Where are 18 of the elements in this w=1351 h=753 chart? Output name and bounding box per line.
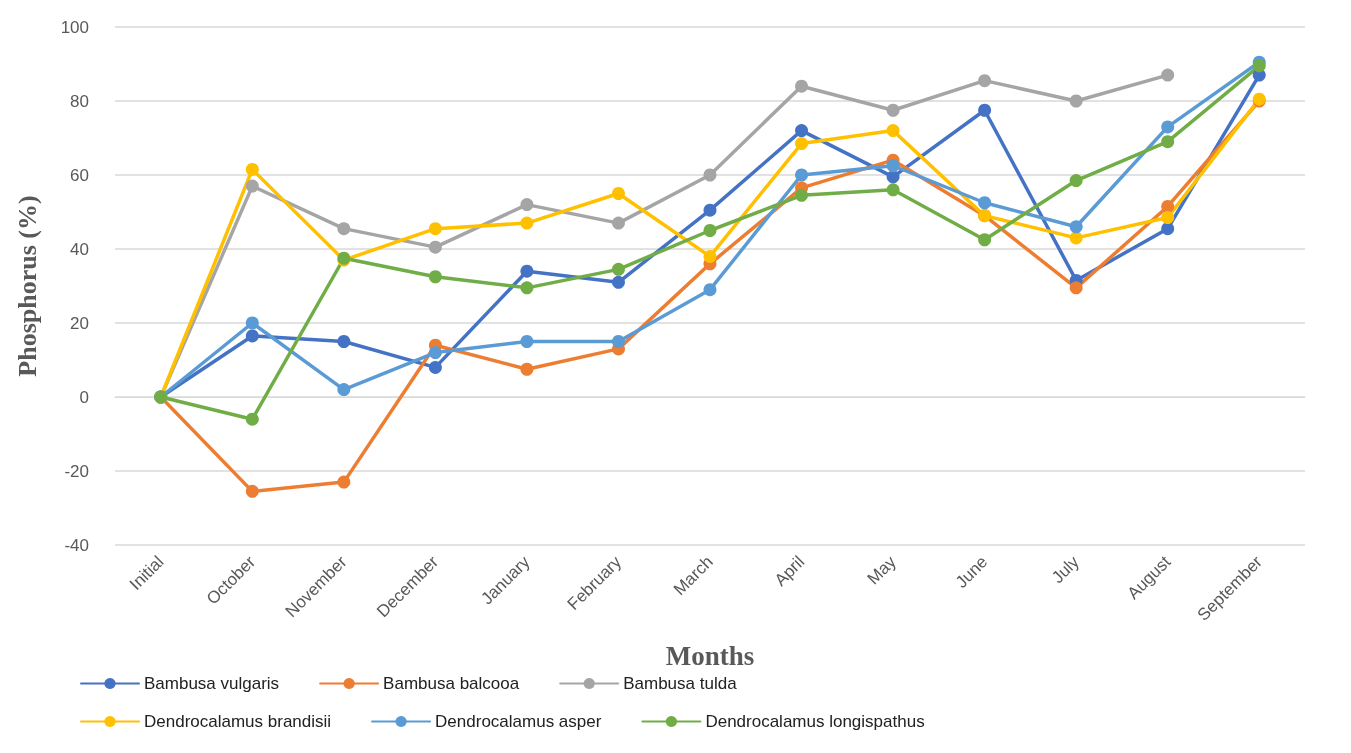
y-tick-label: 80	[70, 91, 89, 111]
x-tick-label: May	[863, 551, 901, 589]
legend-label: Dendrocalamus asper	[435, 712, 602, 731]
y-tick-label: 20	[70, 313, 89, 333]
y-tick-label: 60	[70, 165, 89, 185]
y-axis-title: Phosphorus (%)	[12, 195, 42, 377]
legend-label: Bambusa tulda	[623, 674, 738, 693]
legend-label: Bambusa vulgaris	[144, 674, 280, 693]
x-tick-label: July	[1048, 551, 1084, 588]
legend-label: Bambusa balcooa	[383, 674, 520, 693]
y-tick-label: 0	[79, 387, 89, 407]
y-tick-label: -20	[64, 461, 89, 481]
y-tick-label: -40	[64, 535, 89, 555]
y-tick-label: 40	[70, 239, 89, 259]
legend-label: Dendrocalamus longispathus	[705, 712, 925, 731]
x-axis-title: Months	[665, 640, 755, 671]
y-tick-label: 100	[60, 17, 89, 37]
legend-label: Dendrocalamus brandisii	[144, 712, 332, 731]
